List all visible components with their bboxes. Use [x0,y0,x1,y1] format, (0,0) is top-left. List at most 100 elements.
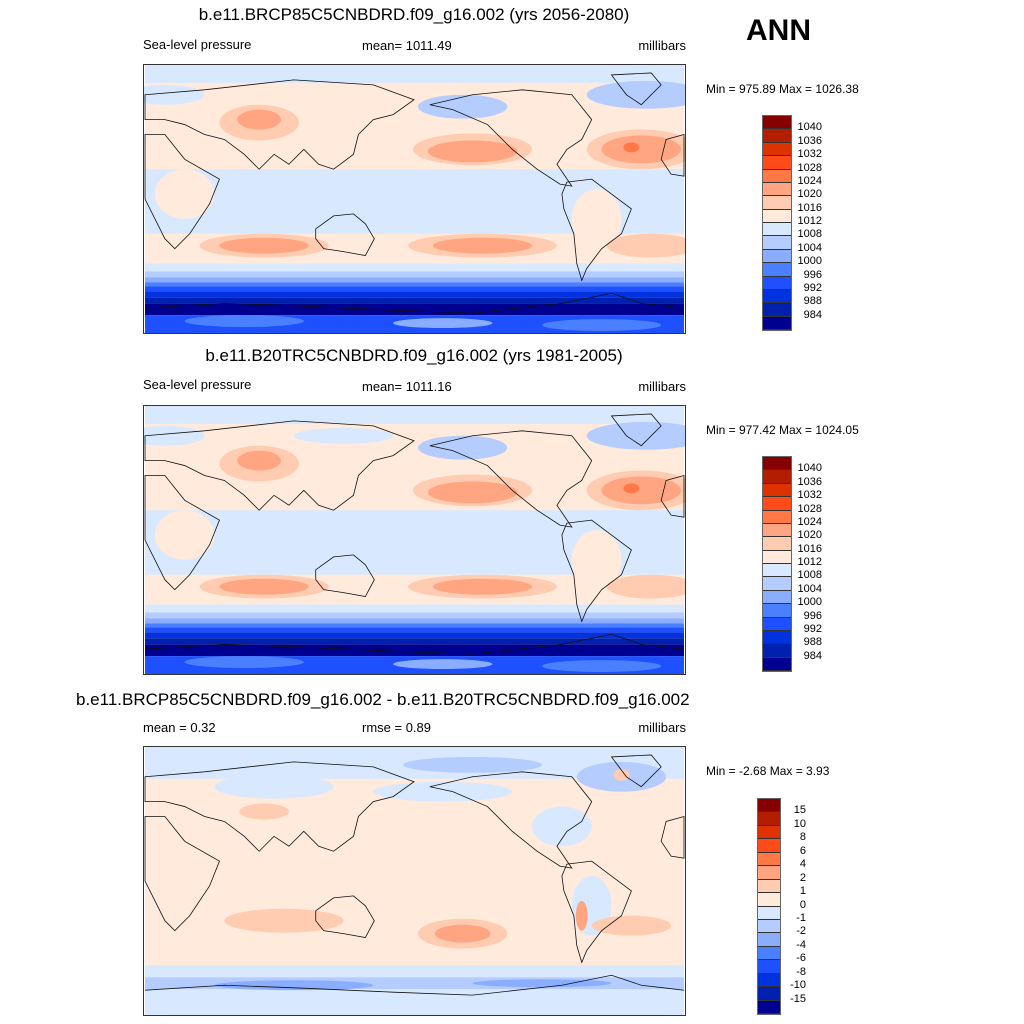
colorbar-swatch [763,289,791,304]
colorbar-swatch [763,577,791,591]
colorbar-swatch [763,182,791,197]
colorbar-swatch [763,276,791,290]
coastline [429,89,593,187]
coastline [610,72,662,106]
field-band [145,989,684,1015]
colorbar-swatch [763,196,791,210]
colorbar-swatch [763,249,791,264]
colorbar-swatch [763,116,791,130]
coastline [144,420,415,511]
field-contour [237,450,281,471]
field-contour [472,979,612,988]
colorbar-tick-label: 4 [799,858,806,871]
colorbar-swatch [758,1000,780,1014]
colorbar-tick-label: 1028 [797,502,822,515]
field-contour [293,427,394,444]
min-max-label: Min = 977.42 Max = 1024.05 [706,423,859,437]
coastline [315,554,375,598]
field-contour [393,318,493,329]
field-band [145,282,684,287]
field-band [145,271,684,278]
map-difference [143,746,686,1016]
coastline [144,79,415,170]
colorbar-swatch [758,960,780,974]
coastline-antarctica [144,974,685,996]
colorbar-swatch [758,839,780,853]
colorbar-swatch [763,169,791,183]
field-contour [586,80,685,109]
colorbar-swatch [763,497,791,511]
colorbar-tick-label: 1036 [797,475,822,488]
colorbar-tick-label: 1016 [797,542,822,555]
field-band [145,604,684,613]
colorbar-tick-label: 1000 [797,255,822,268]
field-contour [434,924,491,943]
field-contour [239,803,289,820]
field-contour [154,169,215,219]
field-contour [571,530,622,590]
coastline [144,761,415,852]
units-label: millibars [638,720,686,735]
field-contour [623,142,640,153]
colorbar-tick-label: 1012 [797,215,822,227]
colorbar-swatch [758,946,780,961]
field-contour [403,756,543,773]
field-contour [613,768,630,781]
field-contour [591,915,672,936]
colorbar-swatch [763,523,791,538]
field-band [145,612,684,619]
field-band [145,291,684,298]
coastline [144,816,220,932]
colorbar-tick-label: 1008 [797,569,822,582]
colorbar-swatch [758,812,780,826]
coastline [315,895,375,939]
panel-title: b.e11.B20TRC5CNBDRD.f09_g16.002 (yrs 198… [205,346,623,365]
colorbar-swatch [763,316,791,330]
colorbar-tick-label: -4 [796,938,806,951]
field-contour [224,908,344,933]
colorbar-tick-label: 1032 [797,148,822,161]
colorbar-tick-label: -10 [790,979,806,992]
colorbar-swatch [763,657,791,671]
field-band [145,286,684,292]
coastline [144,475,220,591]
colorbar-swatch [763,457,791,471]
colorbar-tick-label: 996 [803,609,822,622]
variable-label: Sea-level pressure [143,37,252,52]
colorbar-tick-label: -1 [796,911,806,924]
map-historical [143,405,686,675]
field-contour [542,660,662,673]
colorbar-tick-label: 992 [803,281,822,294]
colorbar-swatch [763,630,791,645]
coastline-antarctica [144,292,685,314]
colorbar [757,798,781,1015]
colorbar-tick-label: 1020 [797,529,822,542]
coastline [561,860,632,964]
colorbar-tick-label: 1000 [797,596,822,609]
colorbar-swatch [763,617,791,631]
colorbar-tick-label: 8 [799,831,806,844]
colorbar-swatch [763,644,791,658]
min-max-label: Min = 975.89 Max = 1026.38 [706,82,859,96]
field-contour [586,421,685,450]
field-contour [601,135,682,164]
variable-label: Sea-level pressure [143,377,252,392]
colorbar-swatch [763,263,791,277]
coastline [144,134,220,250]
field-contour [542,319,662,332]
field-contour [427,140,518,163]
colorbar-tick-label: 1 [799,885,806,898]
field-contour [432,237,533,254]
units-label: millibars [638,379,686,394]
field-contour [623,483,640,494]
colorbar-swatch [763,209,791,223]
field-band [145,627,684,633]
colorbar-tick-label: -6 [796,952,806,965]
field-band [145,297,684,304]
mean-label: mean= 1011.16 [362,379,452,394]
field-band [145,65,684,83]
coastline [660,474,685,518]
field-contour [184,315,304,328]
field-band [145,965,684,978]
colorbar-swatch [758,933,780,947]
